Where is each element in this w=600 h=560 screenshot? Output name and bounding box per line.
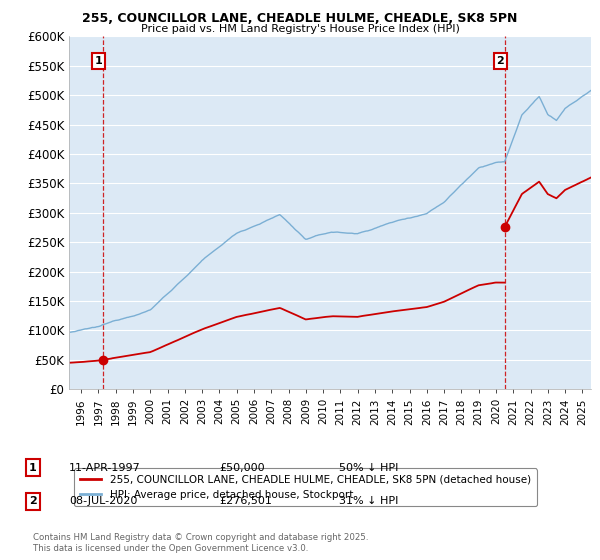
Text: 255, COUNCILLOR LANE, CHEADLE HULME, CHEADLE, SK8 5PN: 255, COUNCILLOR LANE, CHEADLE HULME, CHE… — [82, 12, 518, 25]
Text: 1: 1 — [94, 56, 102, 66]
Text: 50% ↓ HPI: 50% ↓ HPI — [339, 463, 398, 473]
Text: 11-APR-1997: 11-APR-1997 — [69, 463, 141, 473]
Text: Price paid vs. HM Land Registry's House Price Index (HPI): Price paid vs. HM Land Registry's House … — [140, 24, 460, 34]
Text: £50,000: £50,000 — [219, 463, 265, 473]
Text: 31% ↓ HPI: 31% ↓ HPI — [339, 496, 398, 506]
Legend: 255, COUNCILLOR LANE, CHEADLE HULME, CHEADLE, SK8 5PN (detached house), HPI: Ave: 255, COUNCILLOR LANE, CHEADLE HULME, CHE… — [74, 469, 537, 506]
Text: 2: 2 — [496, 56, 504, 66]
Text: £276,501: £276,501 — [219, 496, 272, 506]
Text: 2: 2 — [29, 496, 37, 506]
Text: Contains HM Land Registry data © Crown copyright and database right 2025.
This d: Contains HM Land Registry data © Crown c… — [33, 533, 368, 553]
Text: 1: 1 — [29, 463, 37, 473]
Text: 08-JUL-2020: 08-JUL-2020 — [69, 496, 137, 506]
